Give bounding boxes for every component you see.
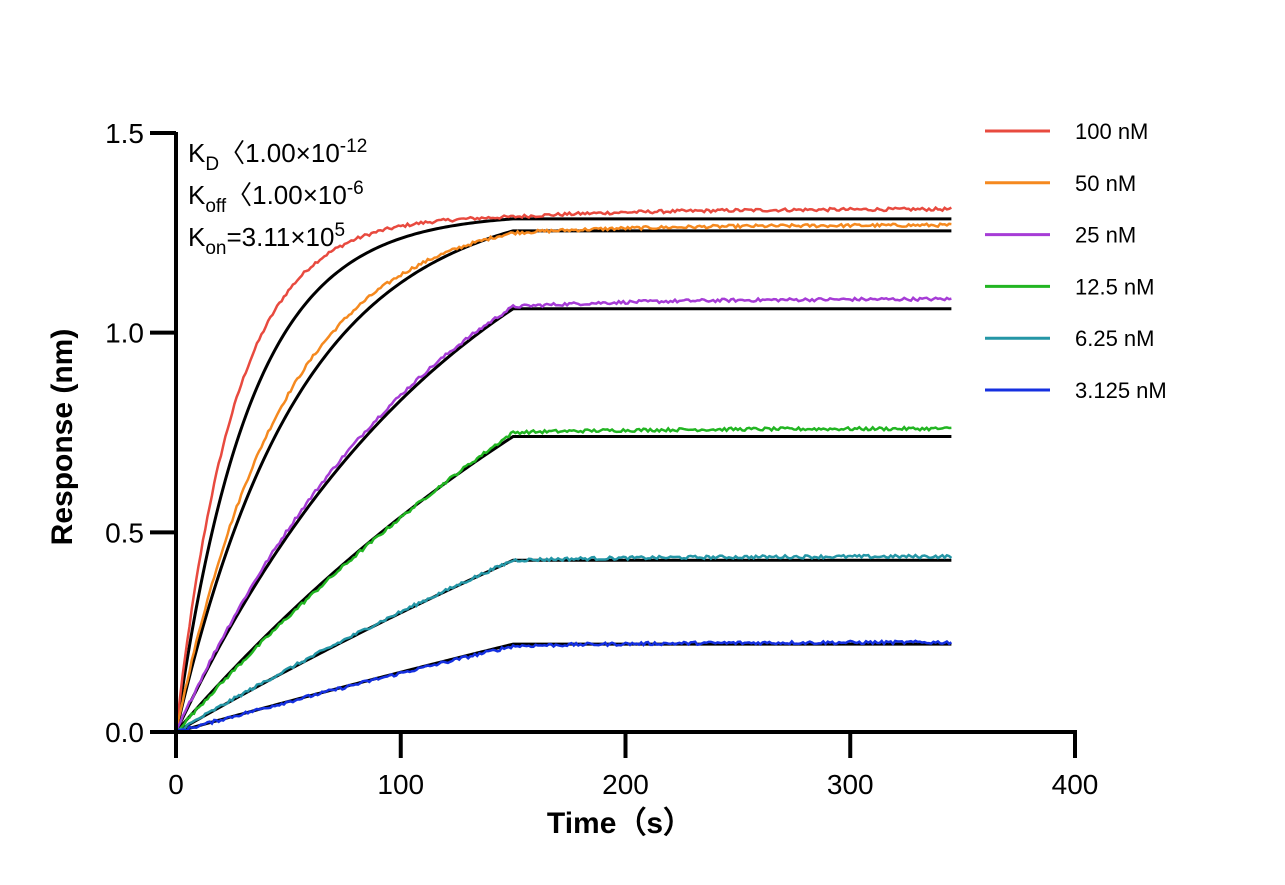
x-tick-label: 200: [602, 769, 649, 800]
legend-label: 50 nM: [1075, 171, 1136, 196]
x-tick-label: 300: [827, 769, 874, 800]
data-curves: [174, 205, 953, 734]
y-tick-label: 0.0: [105, 717, 144, 748]
annotation-line: KD〈1.00×10-12: [188, 136, 367, 175]
data-curve-25-nM: [174, 295, 952, 732]
annotation-line: Kon=3.11×105: [188, 220, 345, 259]
data-curve-50-nM: [174, 222, 952, 732]
annotation-line: Koff〈1.00×10-6: [188, 178, 364, 217]
data-curve-6.25-nM: [175, 553, 953, 734]
fit-curve-3.125-nM: [175, 642, 952, 734]
x-tick-label: 0: [168, 769, 184, 800]
x-tick-label: 100: [377, 769, 424, 800]
data-curve-12.5-nM: [175, 425, 952, 733]
fit-curve-50-nM: [174, 229, 952, 733]
fit-curves: [174, 217, 952, 734]
legend: 100 nM 50 nM 25 nM 12.5 nM 6.25 nM 3.125 nM: [985, 119, 1167, 403]
fit-curve-12.5-nM: [174, 434, 952, 733]
fit-curve-100-nM: [174, 217, 952, 733]
y-tick-label: 1.0: [105, 318, 144, 349]
legend-label: 3.125 nM: [1075, 378, 1167, 403]
data-curve-100-nM: [174, 205, 952, 732]
x-tick-label: 400: [1052, 769, 1099, 800]
y-tick-label: 1.5: [105, 118, 144, 149]
legend-label: 100 nM: [1075, 119, 1148, 144]
y-axis-title: Response (nm): [46, 329, 79, 546]
axes: 0 100 200 300 400 0.0 0.5 1.0 1.5: [105, 118, 1098, 800]
fit-curve-25-nM: [174, 307, 952, 733]
legend-label: 6.25 nM: [1075, 326, 1155, 351]
data-curve-3.125-nM: [175, 639, 953, 733]
y-tick-label: 0.5: [105, 517, 144, 548]
x-axis-title: Time（s）: [547, 806, 693, 840]
legend-label: 12.5 nM: [1075, 274, 1155, 299]
legend-label: 25 nM: [1075, 223, 1136, 248]
